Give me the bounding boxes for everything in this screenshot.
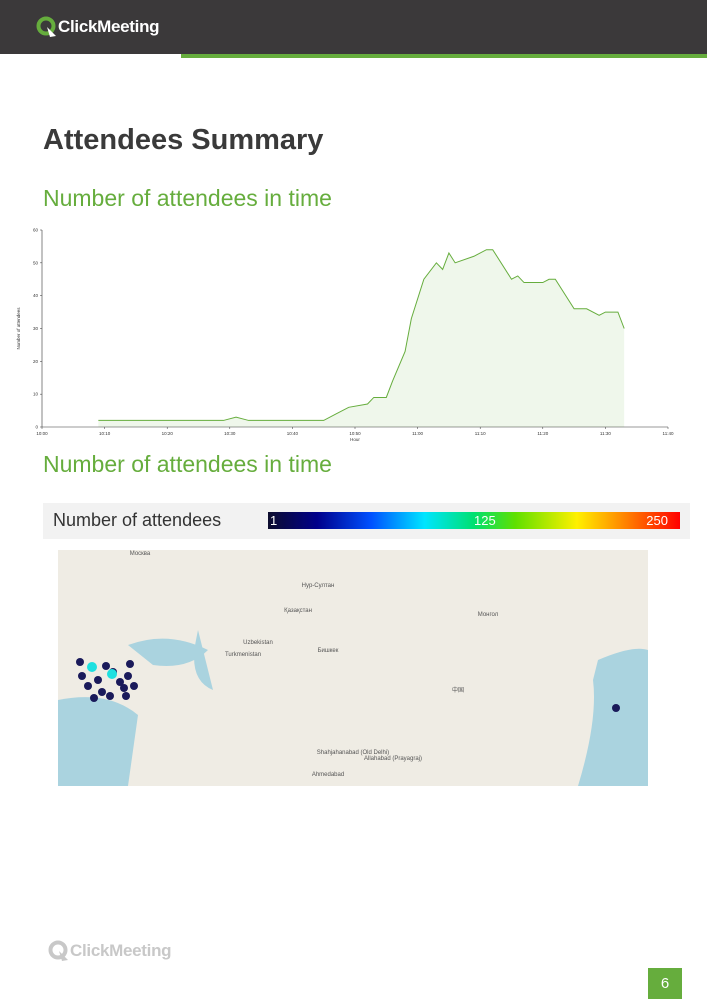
map-land <box>58 550 648 786</box>
legend-label: Number of attendees <box>53 510 222 530</box>
map-label: Turkmenistan <box>225 652 261 658</box>
map-label: Москва <box>130 551 151 557</box>
footer-logo: ClickMeeting <box>48 940 172 962</box>
y-tick-label: 10 <box>33 392 39 397</box>
header-logo: ClickMeeting <box>36 16 160 38</box>
x-tick-label: 11:10 <box>475 431 486 436</box>
y-tick-label: 0 <box>35 425 38 430</box>
attendee-dot-high <box>87 662 97 672</box>
y-tick-label: 50 <box>33 260 39 265</box>
logo-text: ClickMeeting <box>58 17 160 36</box>
x-tick-label: 10:00 <box>36 431 48 436</box>
x-tick-label: 10:40 <box>287 431 299 436</box>
map-label: 中国 <box>452 686 464 694</box>
y-tick-label: 40 <box>33 293 39 298</box>
map-label: Бишкек <box>318 648 339 654</box>
map-label: Allahabad (Prayagraj) <box>364 756 422 762</box>
scale-label: 1 <box>270 513 278 528</box>
header-accent <box>181 54 707 58</box>
map-label: Shahjahanabad (Old Delhi) <box>317 750 389 756</box>
x-tick-label: 11:40 <box>663 431 674 436</box>
page-number: 6 <box>648 968 682 999</box>
y-tick-label: 60 <box>33 228 39 233</box>
attendee-dot-high <box>107 669 117 679</box>
x-tick-label: 10:20 <box>162 431 174 436</box>
scale-label: 125 <box>474 513 496 528</box>
page-title: Attendees Summary <box>43 124 324 156</box>
header-bar: ClickMeeting <box>0 0 707 54</box>
x-tick-label: 11:20 <box>537 431 548 436</box>
sea <box>58 697 138 786</box>
map: Москва Нур-Султан Қазақстан Uzbekistan Turkm… <box>58 550 648 786</box>
x-axis-label: Hour <box>350 437 360 442</box>
map-label: Ahmedabad <box>312 772 344 778</box>
map-label: Uzbekistan <box>243 640 273 646</box>
map-legend: Number of attendees 1 125 250 <box>43 503 690 539</box>
x-tick-label: 10:30 <box>224 431 236 436</box>
x-tick-label: 11:30 <box>600 431 611 436</box>
y-tick-label: 20 <box>33 359 39 364</box>
y-tick-label: 30 <box>33 326 39 331</box>
logo-icon <box>36 16 56 37</box>
map-label: Нур-Султан <box>302 583 335 589</box>
chart: 0 10 20 30 40 50 60 10:00 10:10 10:20 10:30 10:40 10… <box>16 228 674 443</box>
logo-icon <box>48 940 68 961</box>
chart-heading: Number of attendees in time <box>43 185 332 211</box>
sea <box>194 630 213 690</box>
logo-text: ClickMeeting <box>70 941 172 960</box>
x-tick-label: 11:00 <box>412 431 423 436</box>
scale-label: 250 <box>646 513 668 528</box>
map-label: Монгол <box>478 612 499 618</box>
map-label: Қазақстан <box>284 608 312 614</box>
sea <box>128 638 208 666</box>
y-axis-label: Number of attendees <box>16 307 21 350</box>
area-line <box>98 249 625 421</box>
x-tick-label: 10:10 <box>99 431 111 436</box>
area-fill <box>98 249 625 427</box>
color-scale: 1 125 250 <box>268 512 680 529</box>
sea <box>578 648 648 786</box>
map-heading: Number of attendees in time <box>43 451 332 477</box>
x-tick-label: 10:50 <box>349 431 361 436</box>
